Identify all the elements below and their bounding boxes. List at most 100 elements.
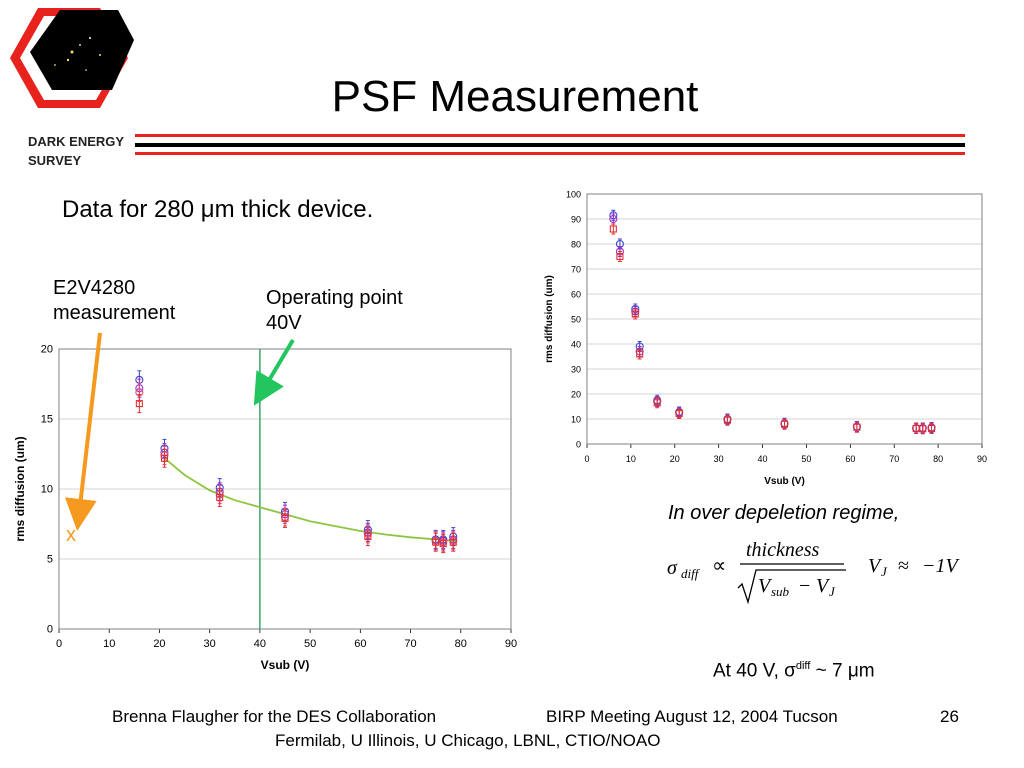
data-point-red	[675, 409, 683, 418]
x-tick-label: 60	[845, 454, 855, 464]
des-logo: DARK ENERGY SURVEY	[10, 8, 134, 168]
data-point-purple	[609, 214, 618, 224]
data-point-red	[281, 514, 289, 522]
x-tick-label: 80	[455, 638, 467, 650]
x-tick-label: 20	[153, 638, 165, 650]
fit-curve	[163, 457, 456, 542]
formula-title: In over depeletion regime,	[668, 502, 900, 524]
y-tick-label: 40	[571, 340, 581, 350]
data-point-red	[780, 420, 789, 428]
y-tick-label: 70	[571, 265, 581, 275]
svg-text:∝: ∝	[712, 555, 726, 577]
x-tick-label: 30	[714, 454, 724, 464]
y-tick-label: 30	[571, 365, 581, 375]
x-tick-label: 10	[626, 454, 636, 464]
x-tick-label: 0	[56, 638, 62, 650]
svg-text:SURVEY: SURVEY	[28, 153, 82, 168]
data-point-red	[609, 225, 617, 233]
svg-text:sub: sub	[771, 584, 790, 599]
x-tick-label: 10	[103, 638, 115, 650]
data-point-red	[631, 310, 639, 318]
y-tick-label: 0	[47, 624, 53, 636]
result-prefix: At 40 V, σ	[713, 660, 796, 682]
x-tick-label: 20	[670, 454, 680, 464]
data-point-red	[432, 538, 440, 546]
chart-left: 0 5 10 15 20 0 10 20 30 40 50 60 70 80 90 Vsub (V) rms d…	[13, 344, 517, 673]
x-tick-label: 80	[933, 454, 943, 464]
svg-text:diff: diff	[681, 566, 701, 581]
y-tick-label: 100	[566, 190, 581, 200]
svg-text:−1V: −1V	[922, 555, 960, 577]
footer-author: Brenna Flaugher for the DES Collaboratio…	[112, 707, 437, 726]
x-tick-label: 0	[584, 454, 589, 464]
data-point-red	[449, 538, 457, 546]
svg-text:−: −	[799, 575, 810, 597]
diffusion-formula: σ diff ∝ thickness V sub − V J V J ≈ −1V	[667, 539, 960, 605]
y-axis-label: rms diffusion (um)	[13, 436, 27, 541]
data-point-red	[919, 425, 927, 433]
data-point-red	[912, 424, 920, 433]
y-tick-label: 20	[41, 344, 53, 356]
data-point-red	[653, 399, 661, 407]
svg-text:V: V	[868, 555, 883, 577]
y-tick-label: 20	[571, 390, 581, 400]
svg-text:≈: ≈	[898, 555, 909, 577]
e2v-measurement-label: E2V4280 measurement	[53, 276, 175, 326]
data-point-red	[439, 540, 447, 548]
svg-text:DARK ENERGY: DARK ENERGY	[28, 134, 124, 149]
data-point-red	[927, 424, 936, 433]
x-tick-label: 90	[505, 638, 517, 650]
e2v-marker: x	[66, 524, 76, 546]
data-point-red	[636, 350, 644, 358]
data-point-red	[364, 533, 372, 541]
svg-text:thickness: thickness	[746, 539, 820, 561]
x-tick-label: 70	[404, 638, 416, 650]
chart-right: 0 10 20 30 40 50 60 70 80 90 100 0 10 20 30 40 50 60 70 80 9…	[544, 190, 987, 488]
y-tick-label: 10	[41, 484, 53, 496]
x-tick-label: 90	[977, 454, 987, 464]
data-point-red	[853, 423, 861, 431]
page-title: PSF Measurement	[331, 72, 699, 121]
slide-number: 26	[940, 707, 959, 726]
data-point-red	[723, 416, 731, 424]
data-point-red	[216, 493, 224, 501]
data-point-red	[160, 454, 169, 462]
y-tick-label: 0	[576, 440, 581, 450]
x-tick-label: 30	[204, 638, 216, 650]
footer-institutions: Fermilab, U Illinois, U Chicago, LBNL, C…	[275, 731, 661, 750]
x-tick-label: 70	[889, 454, 899, 464]
svg-text:V: V	[816, 575, 831, 597]
e2v-label-line1: E2V4280	[53, 277, 136, 299]
footer-meeting: BIRP Meeting August 12, 2004 Tucson	[546, 707, 838, 726]
x-tick-label: 60	[354, 638, 366, 650]
y-tick-label: 50	[571, 315, 581, 325]
e2v-label-line2: measurement	[53, 302, 176, 324]
data-point-red	[616, 252, 624, 261]
result-sup: diff	[795, 660, 811, 672]
x-axis-label: Vsub (V)	[764, 476, 805, 487]
y-tick-label: 10	[571, 415, 581, 425]
operating-point-label: Operating point 40V	[266, 286, 403, 336]
svg-text:V: V	[758, 575, 773, 597]
x-tick-label: 40	[254, 638, 266, 650]
result-statement: At 40 V, σdiff ~ 7 μm	[713, 660, 875, 682]
x-tick-label: 40	[758, 454, 768, 464]
op-label-line1: Operating point	[266, 287, 403, 309]
y-tick-label: 90	[571, 215, 581, 225]
y-tick-label: 15	[41, 414, 53, 426]
result-suffix: ~ 7 μm	[810, 660, 875, 682]
y-tick-label: 60	[571, 290, 581, 300]
op-label-line2: 40V	[266, 312, 302, 334]
x-tick-label: 50	[801, 454, 811, 464]
x-tick-label: 50	[304, 638, 316, 650]
x-axis-label: Vsub (V)	[261, 658, 310, 672]
svg-text:J: J	[829, 584, 836, 599]
plot-frame	[586, 193, 983, 445]
y-axis-label: rms diffusion (um)	[544, 275, 555, 363]
data-point-red	[135, 400, 143, 408]
title-rules	[135, 134, 965, 155]
svg-text:σ: σ	[667, 557, 678, 579]
y-tick-label: 80	[571, 240, 581, 250]
y-tick-label: 5	[47, 554, 53, 566]
subtitle: Data for 280 μm thick device.	[62, 196, 374, 223]
